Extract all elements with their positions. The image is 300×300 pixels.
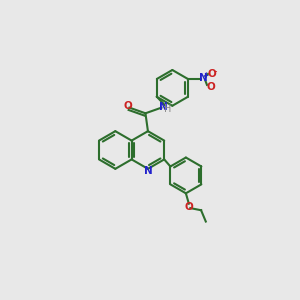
Text: O: O [123, 101, 132, 111]
Text: N: N [144, 166, 153, 176]
Text: O: O [184, 202, 193, 212]
Text: N: N [199, 74, 207, 83]
Text: H: H [164, 103, 172, 114]
Text: N: N [159, 102, 168, 112]
Text: O: O [208, 69, 216, 79]
Text: -: - [213, 67, 217, 76]
Text: +: + [202, 71, 208, 80]
Text: O: O [206, 82, 215, 92]
